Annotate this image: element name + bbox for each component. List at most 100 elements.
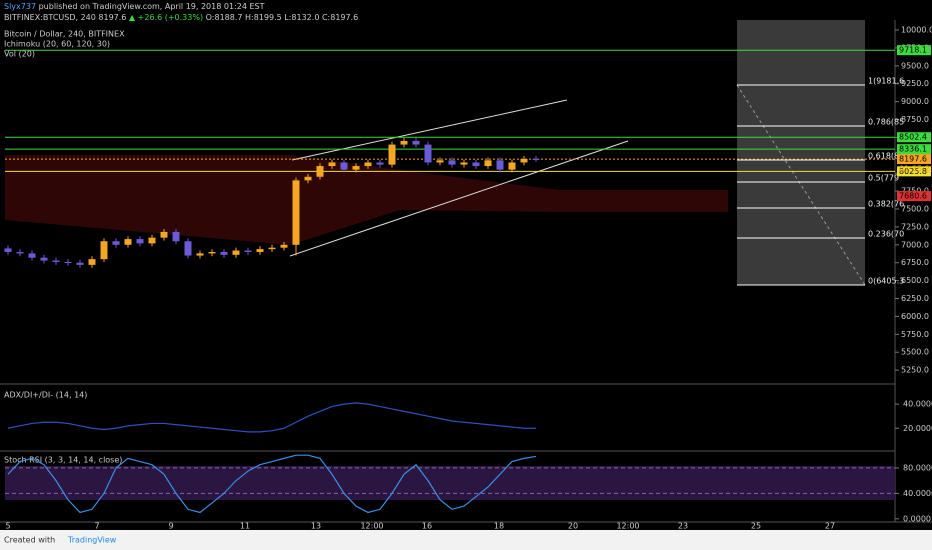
candle-body [124,239,132,245]
price-tag [897,166,931,177]
candle-body [172,231,180,242]
candle-body [256,249,264,252]
candle-body [304,176,312,181]
x-tick-label: 27 [825,522,835,531]
candle-body [484,160,492,167]
price-tag-label: 7680.6 [899,192,927,201]
price-tag [897,45,931,56]
channel-upper [291,99,568,161]
y-tick-label: 6500.0 [901,276,929,285]
stoch-line [7,454,537,514]
candle-body [316,166,324,177]
y-tick-label: 40.0000 [903,400,932,409]
y-tick-label: 20.0000 [903,424,932,433]
ohlc: O:8188.7 H:8199.5 L:8132.0 C:8197.6 [206,13,359,22]
x-tick-label: 13 [311,522,321,531]
y-tick-label: 6000.0 [901,312,929,321]
price-tag-label: 8025.8 [899,167,927,176]
price-tag-label: 8197.6 [899,155,927,164]
candle-body [148,237,156,244]
channel-lower [289,140,629,257]
candle-body [460,162,468,165]
legend-vol: Vol (20) [4,50,35,59]
candle-body [88,259,96,265]
legend-symbol: Bitcoin / Dollar, 240, BITFINEX [4,30,125,39]
x-tick-label: 16 [422,522,432,531]
candle-body [340,162,348,170]
y-tick-label: 9250.0 [901,79,929,88]
price-tag-label: 8336.1 [899,145,927,154]
y-tick-label: 6250.0 [901,294,929,303]
price-tag [897,144,931,155]
symbol: BITFINEX:BTCUSD, 240 [4,13,96,22]
footer-brand[interactable]: TradingView [67,536,117,545]
fib-label: 0.5(779 [868,174,899,183]
y-tick-label: 5250.0 [901,366,929,375]
candle-body [196,253,204,256]
candle-body [424,144,432,163]
y-tick-label: 0.0000 [903,514,931,523]
y-tick-label: 5500.0 [901,348,929,357]
fib-label: 0.618(81 [868,152,904,161]
y-tick-label: 8750.0 [901,115,929,124]
footer-created: Created with [4,536,55,545]
candle-body [376,162,384,165]
last: 8197.6 [98,13,126,22]
candle-body [352,166,360,170]
candle-body [280,244,288,248]
symbol-line: BITFINEX:BTCUSD, 240 8197.6 ▲ +26.6 (+0.… [4,13,358,22]
y-tick-label: 10000.0 [901,26,932,35]
candle-body [508,162,516,170]
candle-body [532,158,540,160]
candle-body [16,251,24,254]
fib-label: 0.382(76 [868,200,904,209]
y-tick-label: 7500.0 [901,205,929,214]
fib-box [737,20,865,285]
candle-body [328,162,336,167]
candle-body [520,158,528,163]
candle-body [448,160,456,165]
stoch-title: Stoch RSI (3, 3, 14, 14, close) [4,456,122,465]
fib-label: 1(9181.6 [868,77,904,86]
candle-body [184,241,192,256]
x-tick-label: 20 [568,522,578,531]
candle-body [220,251,228,255]
x-tick-label: 5 [5,522,10,531]
price-tag [897,132,931,143]
y-tick-label: 80.0000 [903,463,932,472]
y-tick-label: 7000.0 [901,240,929,249]
stoch-band [5,466,895,500]
y-tick-label: 7250.0 [901,222,929,231]
candle-body [364,162,372,167]
candle-body [4,248,12,252]
fib-label: 0(6405.3 [868,277,904,286]
y-tick-label: 9500.0 [901,61,929,70]
candle-body [436,160,444,163]
candle-body [76,262,84,265]
candle-body [292,180,300,245]
price-tag-label: 8502.4 [899,133,927,142]
x-tick-label: 12:00 [616,522,639,531]
x-tick-label: 9 [168,522,173,531]
candle-body [400,140,408,145]
price-tag-label: 9718.1 [899,46,927,55]
candle-body [64,261,72,263]
legend-ichimoku: Ichimoku (20, 60, 120, 30) [4,40,110,49]
candle-body [244,250,252,252]
y-tick-label: 6750.0 [901,258,929,267]
fib-label: 0.786(85 [868,118,904,127]
candle-body [388,144,396,165]
candle-body [52,260,60,262]
candle-body [268,247,276,250]
x-tick-label: 18 [494,522,504,531]
published: published on TradingView.com, April 19, … [39,2,265,11]
candle-body [136,239,144,244]
candle-body [412,140,420,145]
countdown: 01:35:23 [899,165,932,174]
candle-body [208,251,216,254]
x-tick-label: 11 [240,522,250,531]
footer-bar [0,530,932,550]
x-tick-label: 23 [678,522,688,531]
change: ▲ +26.6 (+0.33%) [129,13,203,22]
